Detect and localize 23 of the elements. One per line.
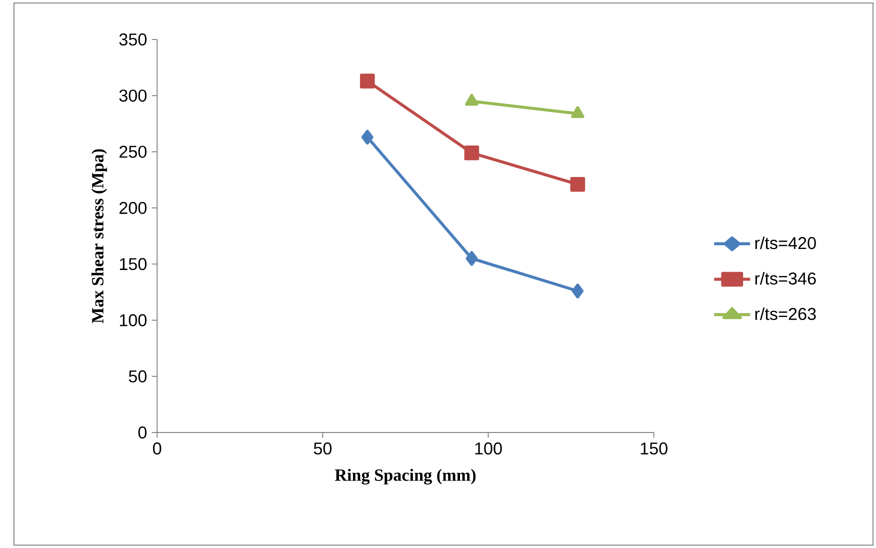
x-tick-label: 0 xyxy=(153,442,162,455)
y-tick-label: 250 xyxy=(120,146,147,158)
legend-label: r/ts=420 xyxy=(755,236,816,250)
point xyxy=(570,176,586,192)
x-tick-label: 150 xyxy=(640,442,668,455)
point xyxy=(466,251,478,266)
y-tick-label: 350 xyxy=(119,33,147,46)
y-tick-label: 200 xyxy=(120,202,147,214)
point xyxy=(361,130,374,145)
x-tick-label: 100 xyxy=(475,442,502,455)
point xyxy=(360,74,375,88)
y-tick-label: 0 xyxy=(138,426,147,439)
legend-label: r/ts=263 xyxy=(755,307,816,320)
y-axis-title: Max Shear stress (Mpa) xyxy=(91,149,107,324)
point xyxy=(572,284,584,298)
legend-label: r/ts=346 xyxy=(755,272,816,285)
y-tick-label: 50 xyxy=(128,370,147,382)
x-tick-label: 50 xyxy=(314,442,332,455)
y-tick-label: 300 xyxy=(119,90,147,102)
point xyxy=(464,145,480,160)
y-tick-label: 100 xyxy=(120,314,147,326)
x-axis-title: Ring Spacing (mm) xyxy=(334,468,476,484)
y-tick-label: 150 xyxy=(120,258,147,270)
